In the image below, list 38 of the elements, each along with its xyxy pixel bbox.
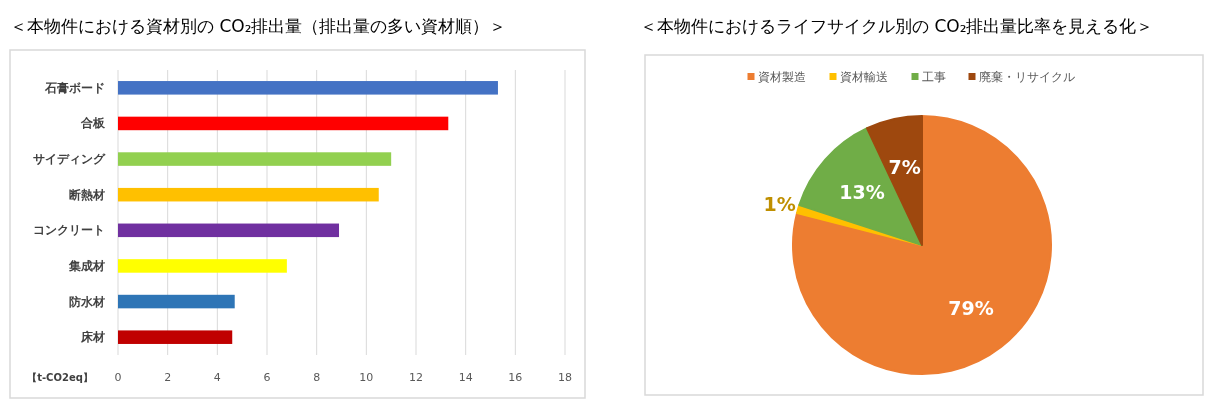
x-tick-label: 10 <box>359 371 374 384</box>
chart-title: ＜本物件におけるライフサイクル別の CO₂排出量比率を見える化＞ <box>640 16 1154 36</box>
x-tick-label: 12 <box>409 371 423 384</box>
y-tick-label: サイディング <box>33 152 106 167</box>
y-tick-label: 合板 <box>80 116 106 131</box>
x-tick-label: 0 <box>114 371 122 384</box>
y-tick-label: 防水材 <box>69 294 105 309</box>
x-axis-title: 【t-CO2eq】 <box>27 372 93 383</box>
data-label: 1% <box>763 192 796 215</box>
data-label: 7% <box>888 155 921 178</box>
bar <box>118 223 340 238</box>
y-tick-label: 石膏ボード <box>44 80 105 95</box>
bar <box>118 187 379 202</box>
bar <box>118 294 235 309</box>
y-tick-label: 床材 <box>80 330 105 345</box>
legend-label: 資材製造 <box>757 70 806 84</box>
pie-slice <box>798 127 923 246</box>
data-label: 13% <box>839 181 885 204</box>
y-tick-label: 断熱材 <box>69 187 105 202</box>
x-tick-label: 2 <box>164 371 172 384</box>
x-tick-label: 14 <box>458 371 473 384</box>
bar <box>118 259 287 273</box>
y-tick-label: 集成材 <box>68 258 105 273</box>
y-tick-label: コンクリート <box>33 223 105 238</box>
x-tick-label: 8 <box>313 371 321 384</box>
x-tick-label: 18 <box>558 371 572 384</box>
legend-label: 廃棄・リサイクル <box>978 70 1075 84</box>
legend-label: 資材輸送 <box>839 70 888 84</box>
bar <box>118 116 449 131</box>
bar <box>118 152 392 166</box>
legend-label: 工事 <box>921 70 946 84</box>
bar <box>118 330 233 344</box>
chart-title: ＜本物件における資材別の CO₂排出量（排出量の多い資材順）＞ <box>10 16 507 36</box>
bar <box>118 81 498 95</box>
data-label: 79% <box>948 297 994 320</box>
x-tick-label: 4 <box>213 371 221 384</box>
x-tick-label: 6 <box>263 371 271 384</box>
x-tick-label: 16 <box>508 371 523 384</box>
